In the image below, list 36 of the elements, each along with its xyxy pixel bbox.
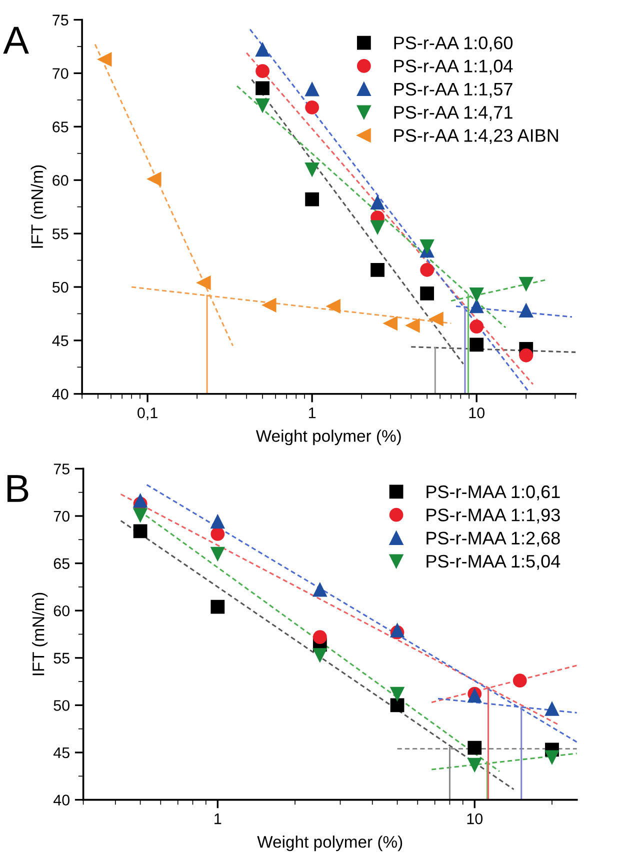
y-tick-label: 40: [52, 388, 68, 400]
legend-label: PS-r-AA 1:1,04: [394, 60, 513, 75]
x-axis-title: Weight polymer (%): [256, 430, 401, 446]
y-tick-label: 50: [52, 282, 68, 293]
x-tick-label: 10: [469, 407, 484, 418]
legend-label: PS-r-MAA 1:5,04: [426, 554, 560, 570]
y-axis-title: IFT (mN/m): [30, 165, 46, 248]
y-tick-label: 40: [53, 794, 70, 806]
y-tick-label: 55: [52, 228, 68, 240]
y-tick-label: 60: [54, 605, 70, 616]
y-tick-label: 75: [54, 464, 70, 474]
y-tick-label: 45: [53, 748, 70, 758]
y-tick-label: 65: [54, 558, 70, 569]
y-axis-title: IFT (mN/m): [32, 592, 48, 676]
x-tick-label: 1: [308, 408, 316, 418]
y-tick-label: 50: [54, 700, 70, 711]
legend-label: PS-r-AA 1:4,23 AIBN: [394, 129, 558, 144]
x-tick-label: 1: [214, 814, 222, 824]
legend-label: PS-r-MAA 1:0,61: [426, 485, 560, 500]
x-axis-title: Weight polymer (%): [257, 836, 402, 852]
y-tick-label: 55: [54, 652, 70, 664]
y-tick-label: 60: [52, 174, 68, 186]
legend-label: PS-r-MAA 1:1,93: [426, 508, 560, 524]
x-tick-label: 0,1: [138, 407, 158, 420]
legend-label: PS-r-AA 1:1,57: [394, 82, 512, 98]
y-tick-label: 75: [52, 14, 68, 26]
y-tick-label: 70: [52, 68, 68, 79]
chart-title: B: [8, 475, 28, 502]
legend-label: PS-r-AA 1:4,71: [394, 106, 512, 121]
legend-label: PS-r-AA 1:0,60: [394, 36, 513, 52]
x-tick-label: 10: [467, 813, 483, 824]
chart-title: A: [3, 26, 29, 54]
y-tick-label: 65: [52, 122, 68, 132]
y-tick-label: 70: [54, 510, 70, 522]
y-tick-label: 45: [52, 335, 68, 346]
legend-label: PS-r-MAA 1:2,68: [426, 532, 560, 547]
